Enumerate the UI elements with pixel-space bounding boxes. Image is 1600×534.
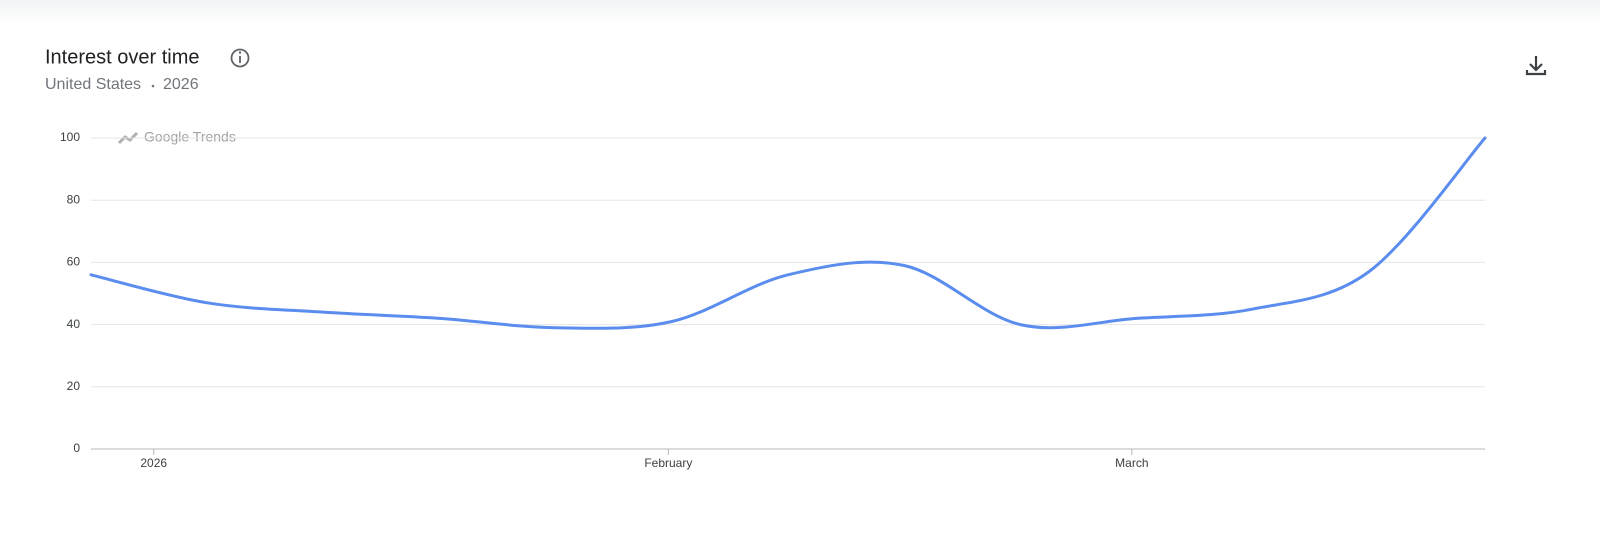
- y-tick-label: 40: [67, 317, 81, 331]
- chart-title: Interest over time: [45, 46, 200, 68]
- top-band: [0, 0, 1600, 22]
- y-tick-label: 100: [60, 130, 80, 144]
- y-tick-label: 60: [67, 255, 81, 269]
- y-tick-label: 0: [73, 441, 80, 455]
- info-icon[interactable]: [230, 48, 250, 68]
- watermark-text: Google Trends: [144, 129, 236, 145]
- y-tick-label: 20: [67, 379, 81, 393]
- y-tick-label: 80: [67, 192, 81, 206]
- download-icon[interactable]: [1525, 56, 1547, 76]
- x-tick-label: March: [1115, 456, 1148, 470]
- subtitle-period: 2026: [163, 76, 199, 93]
- trend-line: [89, 136, 1487, 330]
- x-tick-label: February: [644, 456, 692, 470]
- x-tick-label: 2026: [140, 456, 167, 470]
- subtitle-region: United States: [45, 76, 141, 93]
- watermark: Google Trends: [117, 129, 236, 145]
- separator: [151, 84, 155, 88]
